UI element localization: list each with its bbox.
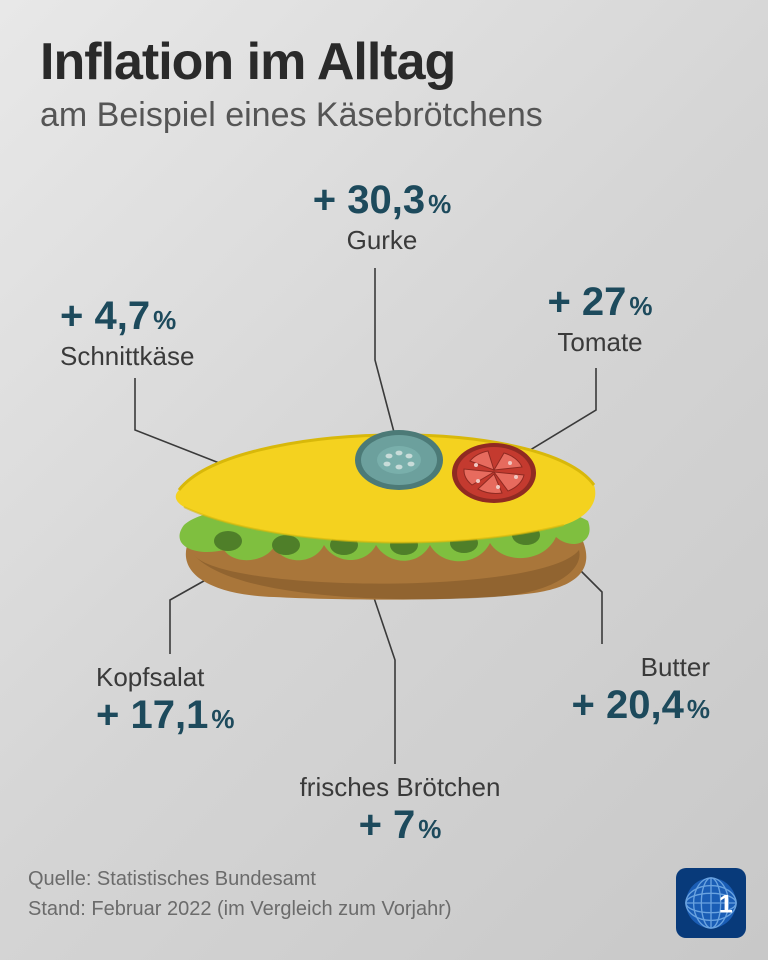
callout-broetchen: frisches Brötchen + 7% [280, 770, 520, 848]
sandwich-illustration [176, 430, 596, 600]
tomato-icon [452, 443, 536, 503]
callout-butter-label: Butter [500, 652, 710, 683]
source-line1: Quelle: Statistisches Bundesamt [28, 864, 452, 894]
callout-schnittkaese-label: Schnittkäse [60, 341, 194, 372]
callout-kopfsalat-label: Kopfsalat [96, 662, 234, 693]
callout-kopfsalat: Kopfsalat + 17,1% [96, 660, 234, 738]
lettuce-icon [180, 496, 590, 561]
source-text: Quelle: Statistisches Bundesamt Stand: F… [28, 864, 452, 924]
logo-digit: 1 [719, 891, 733, 919]
callout-gurke-pct: + 30,3% [282, 178, 482, 223]
callout-schnittkaese: + 4,7% Schnittkäse [60, 294, 194, 372]
callout-tomate-pct: + 27% [520, 280, 680, 325]
callout-tomate-label: Tomate [520, 327, 680, 358]
callout-tomate: + 27% Tomate [520, 280, 680, 358]
globe-icon: 1 [682, 874, 740, 932]
broadcaster-logo: 1 [676, 868, 746, 938]
source-line2: Stand: Februar 2022 (im Vergleich zum Vo… [28, 894, 452, 924]
bread-icon [186, 505, 586, 599]
cucumber-icon [355, 430, 443, 490]
callout-broetchen-label: frisches Brötchen [280, 772, 520, 803]
page-title: Inflation im Alltag [40, 32, 455, 92]
callout-butter: Butter + 20,4% [500, 650, 710, 728]
callout-schnittkaese-pct: + 4,7% [60, 294, 194, 339]
callout-gurke: + 30,3% Gurke [282, 178, 482, 256]
page-subtitle: am Beispiel eines Käsebrötchens [40, 96, 543, 135]
callout-gurke-label: Gurke [282, 225, 482, 256]
cheese-icon [176, 435, 596, 543]
callout-butter-pct: + 20,4% [500, 683, 710, 728]
callout-broetchen-pct: + 7% [280, 803, 520, 848]
callout-kopfsalat-pct: + 17,1% [96, 693, 234, 738]
